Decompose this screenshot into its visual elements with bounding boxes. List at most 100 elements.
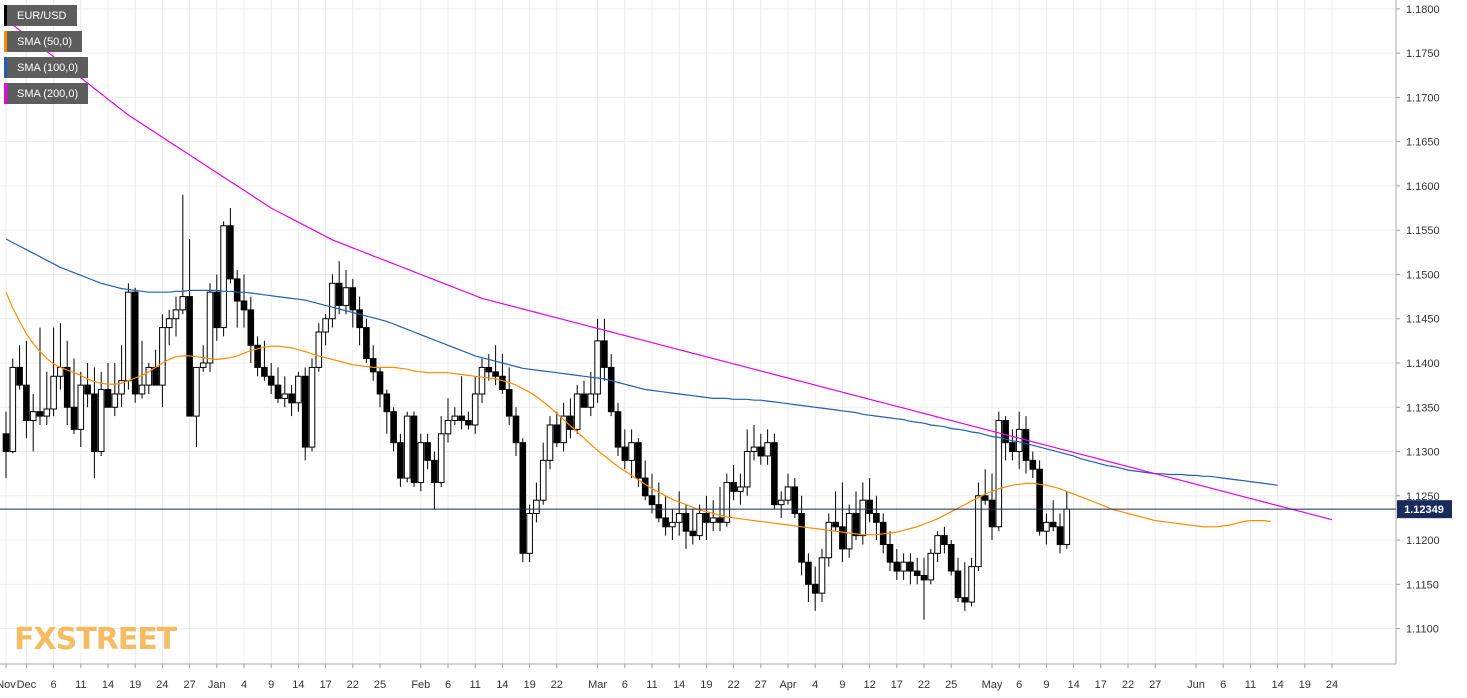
candle-bearish xyxy=(798,512,805,563)
candle-bullish xyxy=(546,424,554,461)
y-tick-label: 1.1450 xyxy=(1406,314,1440,326)
candle-bullish xyxy=(1043,521,1050,532)
candle-bearish xyxy=(635,442,642,479)
candle-bearish xyxy=(655,504,663,519)
candle-bearish xyxy=(866,499,873,514)
x-tick-label: 6 xyxy=(1016,679,1022,691)
candle-bearish xyxy=(36,411,44,417)
candle-bearish xyxy=(886,543,894,563)
candle-bearish xyxy=(267,375,275,386)
candle-bullish xyxy=(573,393,581,430)
x-tick-label: 22 xyxy=(1122,679,1134,691)
y-tick-label: 1.1550 xyxy=(1406,225,1440,237)
x-tick-label: 19 xyxy=(700,679,712,691)
candle-bearish xyxy=(981,495,989,501)
sma-100-line xyxy=(5,238,1278,486)
x-tick-label: 14 xyxy=(292,679,304,691)
sma-200-line xyxy=(5,19,1333,521)
x-tick-label: 24 xyxy=(1326,679,1338,691)
candle-bearish xyxy=(424,442,431,461)
x-tick-label: 25 xyxy=(945,679,957,691)
candle-bullish xyxy=(322,318,329,333)
candle-bearish xyxy=(152,366,159,386)
x-tick-label: 6 xyxy=(1220,679,1226,691)
candle-bullish xyxy=(825,521,833,559)
y-tick-label: 1.1650 xyxy=(1406,137,1440,149)
candle-bullish xyxy=(193,366,200,417)
candle-bullish xyxy=(743,451,751,488)
candle-bullish xyxy=(533,499,540,514)
y-tick-label: 1.1700 xyxy=(1406,92,1440,104)
candle-bearish xyxy=(227,225,234,280)
y-tick-label: 1.1600 xyxy=(1406,181,1440,193)
candle-bullish xyxy=(179,296,187,311)
x-tick-label: 22 xyxy=(551,679,563,691)
x-tick-label: 9 xyxy=(268,679,274,691)
x-tick-label: May xyxy=(982,679,1003,691)
candle-bearish xyxy=(363,327,370,360)
candle-bearish xyxy=(410,415,418,484)
sma-50-line xyxy=(5,291,1271,536)
candle-bearish xyxy=(213,291,221,329)
candle-bullish xyxy=(478,366,486,395)
x-tick-label: 14 xyxy=(102,679,114,691)
legend-item-eurusd[interactable]: EUR/USD xyxy=(4,5,77,26)
x-tick-label: 17 xyxy=(891,679,903,691)
x-tick-label: Mar xyxy=(588,679,607,691)
x-tick-label: 12 xyxy=(863,679,875,691)
candle-bullish xyxy=(737,486,744,492)
legend-label: SMA (50,0) xyxy=(17,35,73,48)
candle-bullish xyxy=(159,327,166,386)
candle-bullish xyxy=(675,512,683,523)
x-tick-label: 6 xyxy=(622,679,628,691)
candle-bullish xyxy=(696,512,703,537)
x-tick-label: 22 xyxy=(918,679,930,691)
candle-bearish xyxy=(63,366,71,408)
candle-bullish xyxy=(750,446,758,453)
candle-bearish xyxy=(873,512,880,523)
candle-bullish xyxy=(172,309,180,320)
current-price-label: 1.12349 xyxy=(1404,504,1444,516)
legend-item-sma-50[interactable]: SMA (50,0) xyxy=(4,31,83,52)
x-tick-label: 6 xyxy=(51,679,57,691)
candle-bullish xyxy=(9,366,17,453)
candle-bullish xyxy=(295,375,302,404)
x-tick-label: Jan xyxy=(208,679,226,691)
candle-bearish xyxy=(131,291,139,395)
current-price-badge xyxy=(1397,500,1452,519)
candle-bullish xyxy=(900,561,907,572)
candle-bullish xyxy=(777,499,785,506)
candle-bearish xyxy=(104,389,112,408)
candle-bullish xyxy=(859,499,867,537)
legend-item-sma-200[interactable]: SMA (200,0) xyxy=(4,83,89,104)
candle-bearish xyxy=(811,583,819,594)
candle-bearish xyxy=(349,287,357,311)
plot-area xyxy=(0,0,1396,664)
candle-bearish xyxy=(913,570,921,576)
candle-bearish xyxy=(730,482,737,492)
candle-bearish xyxy=(505,389,513,417)
candle-bearish xyxy=(499,375,506,391)
candle-bullish xyxy=(111,393,119,408)
candle-bearish xyxy=(383,393,391,413)
candle-bearish xyxy=(465,420,472,426)
candle-bullish xyxy=(628,442,635,461)
candle-bearish xyxy=(431,459,438,484)
candle-bullish xyxy=(723,482,731,523)
candle-bearish xyxy=(961,597,969,603)
candle-bearish xyxy=(301,375,309,448)
candle-bearish xyxy=(356,309,363,329)
legend-label: EUR/USD xyxy=(17,9,67,22)
candle-bearish xyxy=(771,442,778,506)
x-tick-label: 11 xyxy=(469,679,480,691)
candle-bullish xyxy=(1063,508,1071,545)
legend-item-sma-100[interactable]: SMA (100,0) xyxy=(4,57,89,78)
candle-bearish xyxy=(641,477,649,497)
candle-bearish xyxy=(1022,428,1030,461)
y-tick-label: 1.1500 xyxy=(1406,269,1440,281)
fxstreet-logo: FXSTREET xyxy=(14,622,177,657)
x-tick-label: 9 xyxy=(1043,679,1049,691)
legend-swatch xyxy=(4,31,7,52)
candle-bearish xyxy=(852,512,860,537)
candle-bearish xyxy=(492,371,499,377)
